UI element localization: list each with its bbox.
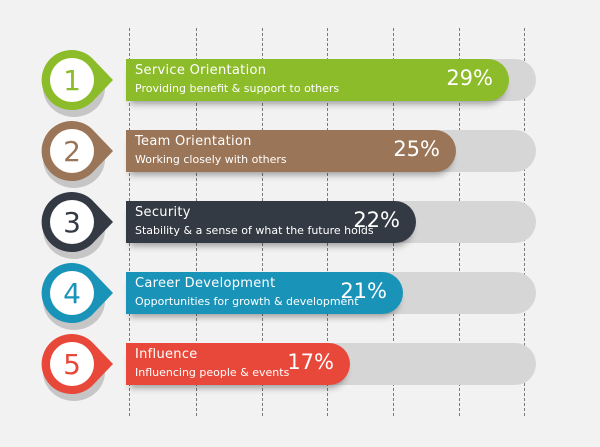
- bar-title: Service Orientation: [135, 63, 267, 78]
- bar-title: Influence: [135, 347, 198, 362]
- rank-number: 3: [63, 206, 81, 239]
- rank-badge: 4: [41, 263, 113, 330]
- bar-description: Stability & a sense of what the future h…: [135, 224, 374, 237]
- badge-inner: [50, 58, 94, 102]
- rank-number: 5: [63, 348, 81, 381]
- bar: Career Development Opportunities for grow…: [126, 272, 403, 314]
- bar-title: Team Orientation: [135, 134, 252, 149]
- bar-description: Working closely with others: [135, 153, 287, 166]
- badge-inner: [50, 129, 94, 173]
- rank-number: 4: [63, 277, 81, 310]
- bar: Service Orientation Providing benefit & s…: [126, 59, 509, 101]
- value-label: 22%: [353, 208, 400, 232]
- value-label: 21%: [340, 279, 387, 303]
- rank-number: 2: [63, 135, 81, 168]
- rank-badge: 1: [41, 50, 113, 117]
- badge-inner: [50, 271, 94, 315]
- badge-inner: [50, 200, 94, 244]
- value-label: 25%: [393, 137, 440, 161]
- bar: Security Stability & a sense of what the …: [126, 201, 416, 243]
- bar-description: Opportunities for growth & development: [135, 295, 359, 308]
- bar-title: Security: [135, 205, 191, 220]
- bar-description: Providing benefit & support to others: [135, 82, 340, 95]
- bar-description: Influencing people & events: [135, 366, 290, 379]
- rank-badge: 5: [41, 334, 113, 401]
- badge-inner: [50, 342, 94, 386]
- bar-title: Career Development: [135, 276, 276, 291]
- value-label: 17%: [287, 350, 334, 374]
- value-label: 29%: [446, 66, 493, 90]
- bar: Team Orientation Working closely with oth…: [126, 130, 456, 172]
- rank-number: 1: [63, 64, 81, 97]
- bar: Influence Influencing people & events 17%: [126, 343, 350, 385]
- rank-badge: 2: [41, 121, 113, 188]
- rank-badge: 3: [41, 192, 113, 259]
